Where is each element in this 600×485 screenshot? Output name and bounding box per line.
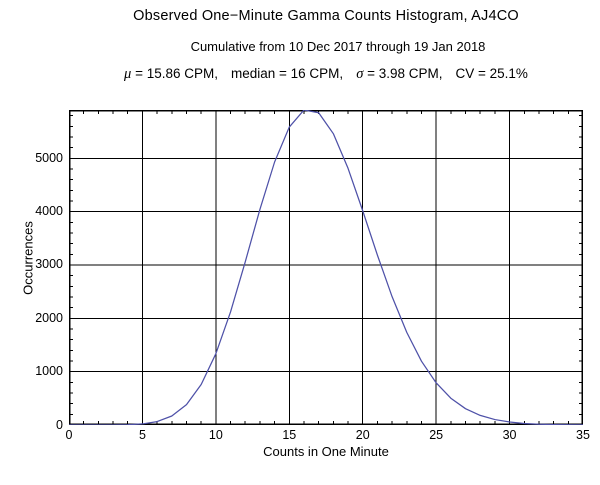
y-tick-label: 0 (56, 417, 63, 432)
plot-frame (69, 110, 583, 425)
y-tick-label: 4000 (35, 204, 63, 219)
x-axis-label: Counts in One Minute (263, 444, 389, 459)
median-value: median = 16 CPM, (231, 66, 344, 81)
mu-symbol: μ (124, 66, 132, 82)
y-tick-label: 5000 (35, 150, 63, 165)
sigma-symbol: σ (356, 66, 364, 82)
x-tick-label: 25 (429, 428, 444, 442)
x-tick-label: 10 (208, 428, 223, 442)
chart-stats-line: μ = 15.86 CPM, median = 16 CPM, σ = 3.98 C… (69, 66, 583, 83)
y-tick-label: 2000 (35, 310, 63, 325)
cv-value: CV = 25.1% (455, 66, 528, 81)
y-tick-label: 3000 (35, 257, 63, 272)
sigma-value: = 3.98 CPM, (363, 66, 443, 81)
y-tick-label: 1000 (35, 364, 63, 379)
x-tick-label: 0 (65, 428, 73, 442)
x-tick-label: 20 (355, 428, 370, 442)
x-tick-label: 35 (576, 428, 590, 442)
x-tick-label: 5 (138, 428, 146, 442)
plot-area (69, 110, 583, 425)
histogram-curve (69, 110, 583, 425)
x-tick-label: 15 (282, 428, 297, 442)
chart-subtitle: Cumulative from 10 Dec 2017 through 19 J… (190, 39, 486, 54)
mu-value: = 15.86 CPM, (131, 66, 218, 81)
chart-title: Observed One−Minute Gamma Counts Histogr… (133, 8, 519, 24)
x-tick-label: 30 (502, 428, 517, 442)
